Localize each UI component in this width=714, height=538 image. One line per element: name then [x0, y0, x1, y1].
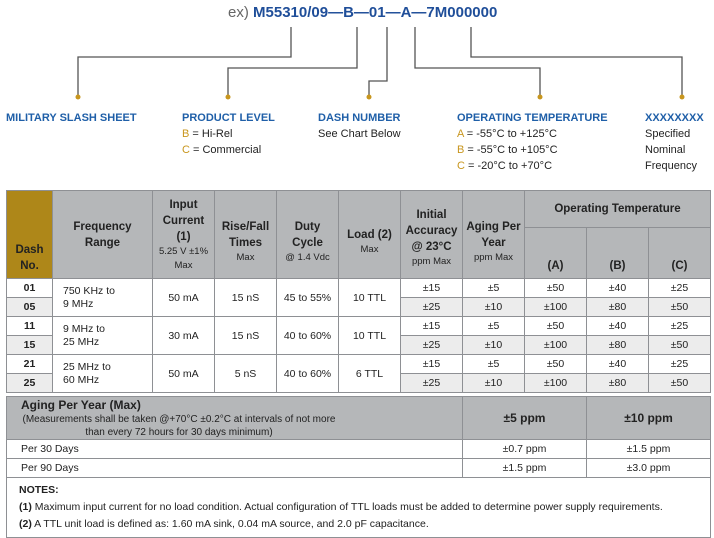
table-row: 01 750 KHz to 9 MHz 50 mA 15 nS 45 to 55% 10 T…: [6, 278, 711, 317]
rise-value: 5 nS: [214, 354, 277, 393]
init-value: ±15: [400, 278, 463, 298]
part-number: M55310/09—B—01—A—7M000000: [253, 4, 498, 21]
legend-operating-temperature: OPERATING TEMPERATURE A = -55°C to +125°…: [457, 112, 608, 172]
part-number-example: ex) M55310/09—B—01—A—7M000000: [228, 4, 498, 21]
init-value: ±15: [400, 354, 463, 374]
dash-number: 25: [6, 373, 53, 393]
legend-product-level: PRODUCT LEVEL B = Hi-Rel C = Commercial: [182, 112, 275, 156]
a-value: ±50: [524, 316, 587, 336]
input-value: 30 mA: [152, 316, 215, 355]
aging-col1: ±5 ppm: [462, 396, 587, 440]
c-value: ±50: [648, 297, 711, 317]
notes: NOTES: (1) Maximum input current for no …: [6, 477, 711, 538]
legend-frequency: XXXXXXXX Specified Nominal Frequency: [645, 112, 704, 172]
a-value: ±100: [524, 335, 587, 355]
header-operating-temperature: Operating Temperature: [524, 190, 711, 228]
aging-row: Per 90 Days ±1.5 ppm ±3.0 ppm: [6, 458, 711, 478]
header-temp-a: (A): [524, 227, 587, 279]
input-value: 50 mA: [152, 354, 215, 393]
aging-value: ±5: [462, 354, 525, 374]
table-row: 11 9 MHz to 25 MHz 30 mA 15 nS 40 to 60% 10 TT…: [6, 316, 711, 355]
init-value: ±25: [400, 297, 463, 317]
header-initial-accuracy: Initial Accuracy @ 23°C ppm Max: [400, 190, 463, 279]
aging-value: ±10: [462, 297, 525, 317]
aging-header: Aging Per Year (Max) (Measurements shall…: [6, 396, 463, 440]
aging-row: Per 30 Days ±0.7 ppm ±1.5 ppm: [6, 439, 711, 459]
legend-dash-number: DASH NUMBER See Chart Below: [318, 112, 401, 140]
aging-value: ±5: [462, 278, 525, 298]
a-value: ±100: [524, 373, 587, 393]
frequency-range: 25 MHz to 60 MHz: [52, 354, 153, 393]
header-load: Load (2) Max: [338, 190, 401, 279]
c-value: ±25: [648, 316, 711, 336]
b-value: ±40: [586, 354, 649, 374]
dash-number: 05: [6, 297, 53, 317]
aging-value: ±10: [462, 335, 525, 355]
a-value: ±50: [524, 278, 587, 298]
header-temp-c: (C): [648, 227, 711, 279]
header-duty-cycle: Duty Cycle @ 1.4 Vdc: [276, 190, 339, 279]
table-row: 05 ±25 ±10 ±100 ±80 ±50: [6, 297, 711, 317]
header-input-current: Input Current (1) 5.25 V ±1% Max: [152, 190, 215, 279]
header-temp-b: (B): [586, 227, 649, 279]
a-value: ±100: [524, 297, 587, 317]
header-aging: Aging Per Year ppm Max: [462, 190, 525, 279]
part-number-connector-lines: [75, 27, 685, 100]
spec-table: Dash No. Frequency Range Input Current (…: [6, 190, 711, 538]
b-value: ±80: [586, 335, 649, 355]
init-value: ±25: [400, 373, 463, 393]
load-value: 10 TTL: [338, 278, 401, 317]
aging-col2: ±10 ppm: [586, 396, 711, 440]
c-value: ±25: [648, 278, 711, 298]
init-value: ±15: [400, 316, 463, 336]
dash-number: 15: [6, 335, 53, 355]
frequency-range: 9 MHz to 25 MHz: [52, 316, 153, 355]
load-value: 10 TTL: [338, 316, 401, 355]
b-value: ±40: [586, 316, 649, 336]
init-value: ±25: [400, 335, 463, 355]
table-row: 21 25 MHz to 60 MHz 50 mA 5 nS 40 to 60% 6 TTL…: [6, 354, 711, 393]
load-value: 6 TTL: [338, 354, 401, 393]
header-frequency: Frequency Range: [52, 190, 153, 279]
legend-slash-sheet: MILITARY SLASH SHEET: [6, 112, 137, 124]
b-value: ±80: [586, 297, 649, 317]
aging-value: ±5: [462, 316, 525, 336]
rise-value: 15 nS: [214, 278, 277, 317]
c-value: ±25: [648, 354, 711, 374]
b-value: ±40: [586, 278, 649, 298]
header-dash: Dash No.: [6, 190, 53, 279]
header-rise-fall: Rise/Fall Times Max: [214, 190, 277, 279]
input-value: 50 mA: [152, 278, 215, 317]
dash-number: 11: [6, 316, 53, 336]
aging-value: ±10: [462, 373, 525, 393]
b-value: ±80: [586, 373, 649, 393]
duty-value: 40 to 60%: [276, 354, 339, 393]
c-value: ±50: [648, 335, 711, 355]
frequency-range: 750 KHz to 9 MHz: [52, 278, 153, 317]
a-value: ±50: [524, 354, 587, 374]
duty-value: 45 to 55%: [276, 278, 339, 317]
rise-value: 15 nS: [214, 316, 277, 355]
duty-value: 40 to 60%: [276, 316, 339, 355]
dash-number: 21: [6, 354, 53, 374]
dash-number: 01: [6, 278, 53, 298]
c-value: ±50: [648, 373, 711, 393]
